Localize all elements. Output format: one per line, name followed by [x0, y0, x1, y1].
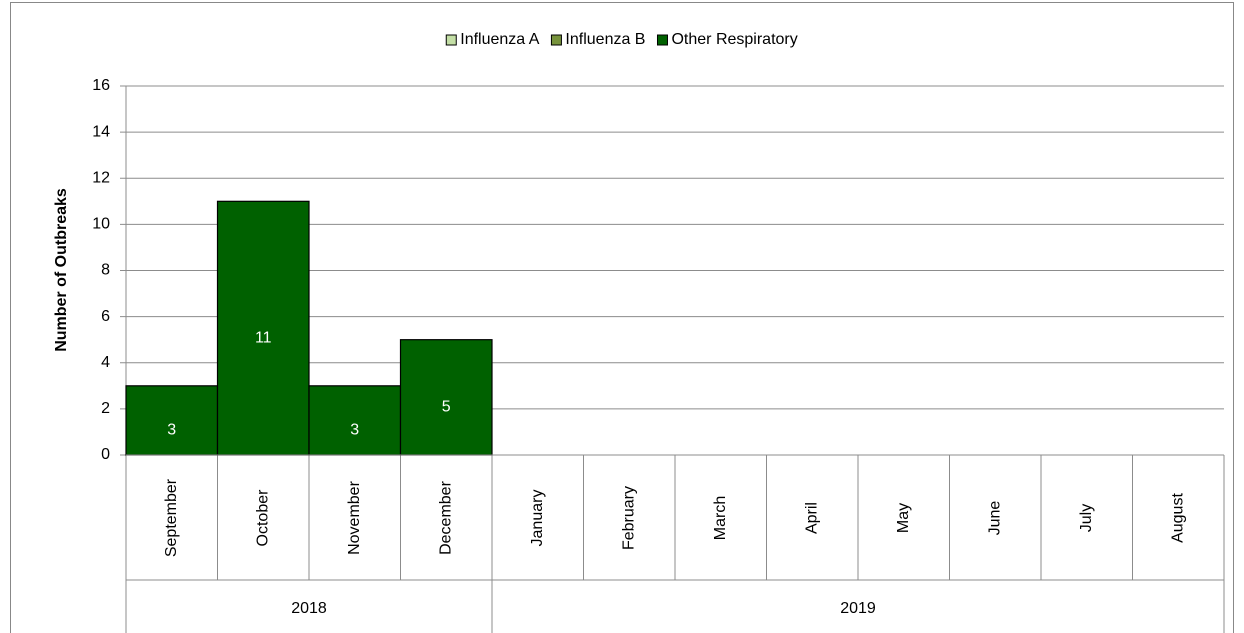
legend-label: Influenza A: [460, 31, 540, 48]
x-tick-label: May: [895, 503, 912, 533]
value-label: 3: [167, 422, 176, 439]
bar: [399, 339, 493, 456]
legend-swatch: [656, 34, 668, 46]
x-tick-label: October: [254, 489, 271, 547]
value-label: 11: [255, 329, 272, 346]
y-tick-label: 2: [101, 400, 110, 417]
group-label: 2019: [840, 600, 876, 617]
x-tick-label: November: [346, 480, 363, 554]
group-label: 2018: [291, 600, 327, 617]
x-tick-label: March: [712, 496, 729, 540]
y-tick-label: 4: [101, 354, 110, 371]
bar: [125, 385, 219, 456]
legend-label: Influenza B: [565, 31, 645, 48]
y-tick-label: 10: [92, 216, 110, 233]
bar: [308, 385, 402, 456]
value-label: 3: [350, 422, 359, 439]
y-axis-title: Number of Outbreaks: [53, 188, 70, 352]
y-tick-label: 12: [92, 169, 110, 186]
value-label: 5: [442, 399, 451, 416]
x-tick-label: August: [1169, 493, 1186, 543]
x-tick-label: June: [986, 501, 1003, 536]
x-tick-label: July: [1078, 504, 1095, 532]
legend-item: Other Respiratory: [656, 31, 798, 48]
bar: [216, 200, 310, 456]
legend-swatch: [445, 34, 457, 46]
chart-frame: [10, 2, 1234, 633]
x-tick-label: April: [803, 502, 820, 534]
legend-item: Influenza A: [445, 31, 540, 48]
legend-swatch: [550, 34, 562, 46]
y-tick-label: 14: [92, 123, 110, 140]
x-tick-label: February: [620, 486, 637, 550]
legend-item: Influenza B: [550, 31, 645, 48]
y-tick-label: 0: [101, 446, 110, 463]
y-tick-label: 16: [92, 77, 110, 94]
legend-label: Other Respiratory: [671, 31, 797, 48]
x-tick-label: January: [529, 490, 546, 547]
x-tick-label: December: [437, 480, 454, 554]
y-tick-label: 6: [101, 308, 110, 325]
y-tick-label: 8: [101, 262, 110, 279]
x-tick-label: September: [163, 478, 180, 557]
